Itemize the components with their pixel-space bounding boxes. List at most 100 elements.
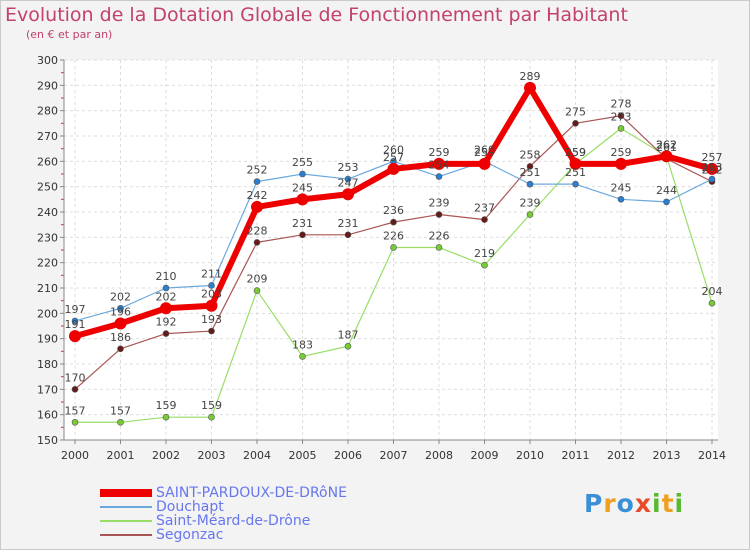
data-label: 183 [292, 338, 313, 351]
y-tick-label: 230 [37, 231, 58, 244]
x-tick-label: 2007 [380, 449, 408, 462]
data-point [205, 299, 218, 312]
legend-item: SAINT-PARDOUX-DE-DRôNE [100, 486, 347, 500]
data-label: 259 [429, 146, 450, 159]
data-point [71, 386, 79, 393]
x-tick-label: 2012 [607, 449, 635, 462]
data-point [706, 162, 718, 175]
logo-letter: r [603, 489, 617, 518]
legend-item: Douchapt [100, 500, 224, 514]
data-point [117, 304, 124, 312]
data-point [342, 188, 354, 201]
data-point [160, 302, 172, 315]
data-label: 259 [565, 146, 586, 159]
data-point [208, 413, 215, 421]
data-point [71, 418, 79, 426]
data-point [481, 261, 488, 269]
x-tick-label: 2004 [243, 449, 271, 462]
data-label: 203 [201, 288, 222, 301]
data-label: 251 [565, 166, 586, 179]
data-point [251, 200, 263, 213]
data-label: 262 [656, 138, 677, 151]
data-point [435, 244, 443, 251]
data-point [162, 413, 170, 421]
data-point [208, 327, 215, 335]
data-point [435, 173, 443, 180]
data-label: 197 [65, 303, 86, 316]
x-tick-label: 2001 [107, 449, 135, 462]
data-label: 237 [474, 202, 495, 215]
data-label: 253 [702, 161, 723, 174]
x-tick-label: 2014 [698, 449, 726, 462]
data-label: 231 [292, 217, 313, 230]
y-tick-label: 250 [37, 181, 58, 194]
logo-letter: o [616, 489, 635, 518]
legend-label: Segonzac [156, 527, 224, 543]
data-label: 231 [338, 217, 359, 230]
y-tick-label: 260 [37, 155, 58, 168]
data-label: 247 [338, 176, 359, 189]
data-label: 191 [65, 318, 86, 331]
data-point [663, 198, 670, 206]
data-label: 259 [565, 146, 586, 159]
proxiti-logo: Proxiti [584, 489, 684, 518]
data-label: 196 [110, 305, 131, 318]
data-point [69, 330, 81, 343]
data-label: 244 [656, 184, 677, 197]
data-point [117, 345, 124, 353]
data-label: 273 [611, 110, 632, 123]
data-label: 157 [110, 404, 131, 417]
chart-title: Evolution de la Dotation Globale de Fonc… [5, 4, 628, 26]
data-point [387, 162, 400, 175]
data-point [299, 231, 306, 239]
data-label: 258 [520, 148, 541, 161]
y-tick-label: 170 [37, 383, 58, 396]
y-tick-label: 240 [37, 206, 58, 219]
y-tick-label: 190 [37, 333, 58, 346]
data-label: 157 [65, 404, 86, 417]
data-point [615, 157, 627, 170]
y-tick-label: 210 [37, 282, 58, 295]
data-point [617, 196, 625, 203]
data-point [526, 211, 534, 218]
x-tick-label: 2013 [653, 449, 681, 462]
data-point [253, 287, 261, 294]
data-label: 211 [201, 267, 222, 280]
data-label: 228 [247, 224, 268, 237]
data-label: 226 [383, 229, 404, 242]
y-tick-label: 180 [37, 358, 58, 371]
data-label: 260 [383, 143, 404, 156]
plot-area [64, 60, 718, 440]
data-point [572, 120, 579, 127]
x-tick-label: 2008 [425, 449, 453, 462]
x-tick-label: 2009 [471, 449, 499, 462]
x-tick-label: 2006 [334, 449, 362, 462]
y-tick-label: 270 [37, 130, 58, 143]
chart-subtitle: (en € et par an) [26, 28, 113, 41]
data-label: 239 [520, 197, 541, 210]
data-label: 193 [201, 313, 222, 326]
data-point [526, 163, 534, 170]
data-label: 209 [247, 273, 268, 286]
y-tick-label: 220 [37, 257, 58, 270]
data-label: 202 [156, 290, 177, 303]
data-label: 242 [247, 189, 268, 202]
data-point [569, 157, 582, 170]
data-point [524, 81, 536, 94]
data-label: 254 [429, 159, 450, 172]
data-point [162, 284, 170, 292]
data-point [344, 342, 352, 350]
data-label: 192 [156, 316, 177, 329]
data-point [708, 299, 716, 307]
data-point [572, 180, 579, 188]
data-label: 204 [702, 285, 723, 298]
data-point [433, 157, 445, 170]
legend-item: Segonzac [100, 528, 223, 542]
data-point [299, 170, 306, 178]
y-tick-label: 200 [37, 307, 58, 320]
x-tick-label: 2000 [61, 449, 89, 462]
y-tick-label: 290 [37, 79, 58, 92]
legend-swatch [100, 520, 152, 522]
data-label: 275 [565, 105, 586, 118]
